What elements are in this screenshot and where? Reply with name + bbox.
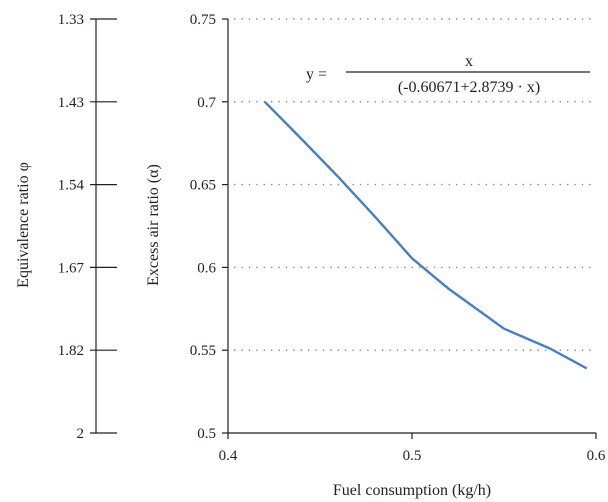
equivalence-ratio-tick-label: 1.43 (58, 95, 84, 111)
main-axes: 0.50.550.60.650.70.750.4 0.5 0.6 (190, 12, 606, 464)
series-layer (263, 100, 588, 370)
equivalence-ratio-tick-label: 1.54 (58, 178, 85, 194)
y-tick-label: 0.6 (197, 260, 216, 276)
y-tick-label: 0.5 (197, 426, 216, 442)
x-tick-label: 0.6 (587, 448, 606, 464)
y-tick-label: 0.75 (190, 12, 216, 28)
series-line (263, 100, 588, 370)
y-axis-title: Excess air ratio (α) (145, 164, 162, 286)
y-tick-label: 0.65 (190, 178, 216, 194)
equivalence-ratio-tick-label: 1.67 (58, 260, 85, 276)
equation-lhs: y = (306, 66, 327, 83)
equivalence-ratio-title: Equivalence ratio φ (15, 162, 32, 288)
equivalence-ratio-tick-label: 2 (77, 426, 85, 442)
equivalence-ratio-tick-label: 1.33 (58, 12, 84, 28)
equivalence-ratio-tick-label: 1.82 (58, 343, 84, 359)
equation-numerator: x (465, 53, 473, 70)
grid-lines (234, 18, 596, 351)
x-tick-label: 0.4 (219, 448, 238, 464)
equivalence-ratio-axis: 1.33 1.43 1.54 1.67 1.82 2 (58, 12, 117, 442)
y-tick-label: 0.7 (197, 95, 216, 111)
fit-equation: y = x (-0.60671+2.8739 · x) (306, 53, 590, 96)
y-tick-label: 0.55 (190, 343, 216, 359)
x-axis-title: Fuel consumption (kg/h) (333, 482, 491, 499)
x-tick-label: 0.5 (403, 448, 422, 464)
equation-denominator: (-0.60671+2.8739 · x) (398, 79, 540, 96)
